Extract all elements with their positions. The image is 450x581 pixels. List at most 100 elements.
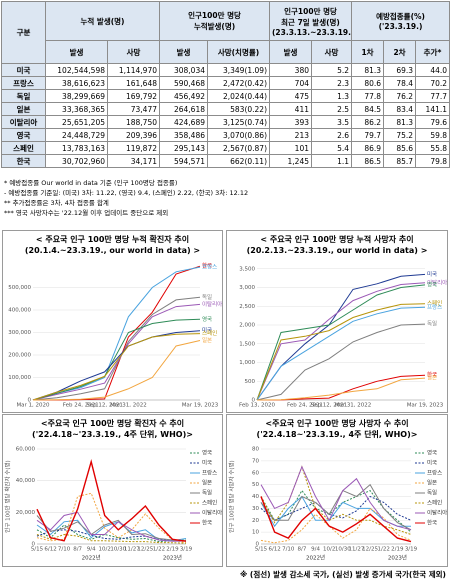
- value-cell: 83.4: [383, 102, 417, 116]
- legend-label: 독일: [427, 489, 437, 497]
- value-cell: 84.5: [351, 102, 385, 116]
- x-tick-label: Feb 24, 2021: [63, 403, 99, 409]
- y-tick-label: 400,000: [8, 308, 31, 314]
- value-cell: 213: [269, 128, 312, 142]
- y-axis-title: 인구 100만 명당 사망자 수(명): [228, 460, 236, 532]
- value-cell: 44.0: [415, 63, 450, 77]
- x-tick-label: Mar 19, 2023: [182, 403, 219, 409]
- series-label: 일본: [427, 374, 437, 382]
- country-cell: 미국: [1, 63, 46, 77]
- x-tick-label: 6/12: [44, 547, 56, 553]
- legend-label: 한국: [427, 520, 437, 527]
- series-line: [32, 266, 201, 401]
- legend-label: 미국: [427, 459, 437, 467]
- value-cell: 169,792: [107, 89, 160, 103]
- x-tick-label: 9/4: [87, 547, 96, 553]
- legend-label: 영국: [202, 449, 212, 457]
- value-cell: 13,783,163: [45, 141, 108, 155]
- legend-label: 프랑스: [427, 470, 442, 477]
- value-cell: 590,468: [159, 76, 208, 90]
- y-tick-label: 300,000: [8, 330, 31, 336]
- value-cell: 594,571: [159, 154, 208, 168]
- chart-title: < 주요국 인구 100만 명당 누적 확진자 추이 (20.1.4.~23.3…: [24, 235, 201, 255]
- series-label: 영국: [202, 315, 212, 323]
- chart-title: < 주요국 인구 100만 명당 누적 사망자 추이 (20.2.13.~23.…: [246, 235, 428, 255]
- subheader-cell: 발생: [159, 40, 208, 64]
- subheader-cell: 발생: [269, 40, 312, 64]
- subheader-cell: 추가*: [415, 40, 450, 64]
- legend-label: 독일: [202, 489, 212, 497]
- legend-label: 영국: [427, 449, 437, 457]
- y-tick-label: 10: [252, 530, 259, 536]
- series-line: [256, 306, 426, 401]
- legend-label: 스페인: [202, 499, 217, 507]
- x-tick-label: 2/19: [391, 547, 404, 553]
- y-tick-label: 60: [252, 470, 259, 476]
- subheader-cell: 2차: [383, 40, 417, 64]
- y-tick-label: 200,000: [8, 353, 31, 359]
- value-cell: 79.8: [415, 154, 450, 168]
- series-label: 스페인: [427, 299, 442, 307]
- note: - 예방접종률 기준일: (미국) 3차: 11.22, (영국) 9.4, (…: [4, 189, 249, 197]
- value-cell: 77.7: [415, 89, 450, 103]
- series-line: [32, 333, 201, 401]
- series-label: 미국: [427, 270, 437, 278]
- x-tick-label: Sep 12, 2021: [311, 403, 348, 409]
- value-cell: 85.7: [383, 154, 417, 168]
- country-cell: 한국: [1, 154, 46, 168]
- value-cell: 475: [269, 89, 312, 103]
- value-cell: 2.6: [310, 128, 353, 142]
- value-cell: 2,024(0.44): [207, 89, 270, 103]
- legend-label: 미국: [202, 459, 212, 467]
- x-tick-label: 12/25: [362, 547, 378, 553]
- series-line: [256, 284, 426, 401]
- value-cell: 2.5: [310, 102, 353, 116]
- series-line: [260, 507, 412, 544]
- series-line: [36, 492, 187, 544]
- value-cell: 209,396: [107, 128, 160, 142]
- table-row: 한국 30,702,960 34,171 594,571 662(0.11) 1,245 1…: [1, 154, 450, 168]
- y-tick-label: 500: [245, 379, 256, 385]
- x-tick-label: 2/19: [166, 547, 179, 553]
- y-tick-label: 0: [256, 542, 260, 548]
- table-row: 스페인 13,783,163 119,872 295,143 2,567(0.87) 10…: [1, 141, 450, 155]
- value-cell: 24,448,729: [45, 128, 108, 142]
- value-cell: 38,299,669: [45, 89, 108, 103]
- year-label: 2022년: [82, 554, 101, 562]
- subheader-cell: 사망: [107, 40, 160, 64]
- value-cell: 3,125(0.74): [207, 115, 270, 129]
- x-tick-label: Sep 12, 2021: [86, 403, 123, 409]
- y-tick-label: 0: [28, 398, 32, 404]
- x-tick-label: 10/30: [335, 547, 351, 553]
- year-label: 2023년: [163, 554, 182, 562]
- value-cell: 86.5: [351, 154, 385, 168]
- series-label: 한국: [202, 263, 212, 270]
- value-cell: 119,872: [107, 141, 160, 155]
- x-tick-label: 8/7: [297, 547, 306, 553]
- series-label: 이탈리아: [202, 300, 222, 308]
- value-cell: 55.8: [415, 141, 450, 155]
- y-tick-label: 0: [252, 398, 256, 404]
- series-label: 영국: [427, 280, 437, 288]
- x-tick-label: 10/2: [99, 547, 111, 553]
- value-cell: 59.8: [415, 128, 450, 142]
- series-line: [256, 282, 426, 401]
- legend-label: 이탈리아: [202, 509, 222, 517]
- table-row: 독일 38,299,669 169,792 456,492 2,024(0.44) 475…: [1, 89, 450, 103]
- value-cell: 5.4: [310, 141, 353, 155]
- country-cell: 독일: [1, 89, 46, 103]
- value-cell: 188,750: [107, 115, 160, 129]
- value-cell: 3,070(0.86): [207, 128, 270, 142]
- subheader-cell: 사망: [310, 40, 353, 64]
- x-tick-label: 10/2: [323, 547, 335, 553]
- stats-table: 구분 누적 발생(명) 인구100만 명당 누적발생(명) 인구100만 명당 최근 …: [1, 1, 450, 168]
- x-tick-label: Mar 1, 2020: [16, 403, 50, 409]
- chart-title: <주요국 인구 100만 명당 사망자 수 추이 ('22.4.18~'23.3…: [256, 419, 418, 439]
- value-cell: 69.3: [383, 63, 417, 77]
- legend-label: 일본: [202, 479, 212, 487]
- value-cell: 456,492: [159, 89, 208, 103]
- chart-panel: < 주요국 인구 100만 명당 누적 사망자 추이 (20.2.13.~23.…: [226, 230, 448, 413]
- note: *** 영국 사망자수는 '22.12월 이후 업데이트 중단으로 제외: [4, 209, 169, 217]
- series-line: [36, 511, 187, 542]
- country-cell: 스페인: [1, 141, 46, 155]
